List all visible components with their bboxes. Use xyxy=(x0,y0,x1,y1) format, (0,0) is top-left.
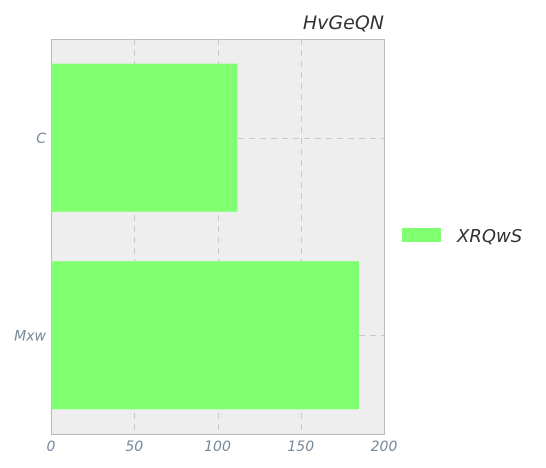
x-tick-label-200: 200 xyxy=(371,439,398,455)
x-tick-label-100: 100 xyxy=(204,439,231,455)
x-tick-label-0: 0 xyxy=(47,439,56,455)
legend-swatch xyxy=(402,228,441,242)
legend-label-xrqws: XRQwS xyxy=(456,226,522,247)
x-tick-label-150: 150 xyxy=(287,439,314,455)
y-tick-label-c: C xyxy=(36,131,46,147)
x-axis-ticks: 0 50 100 150 200 xyxy=(47,439,398,455)
bars xyxy=(51,63,360,410)
bar-mxw xyxy=(51,261,360,410)
legend: XRQwS xyxy=(402,226,522,247)
x-tick-label-50: 50 xyxy=(125,439,143,455)
bar-c xyxy=(51,63,238,212)
y-axis-ticks: C Mxw xyxy=(14,131,46,345)
y-tick-label-mxw: Mxw xyxy=(14,328,46,344)
chart-title: HvGeQN xyxy=(303,12,384,34)
